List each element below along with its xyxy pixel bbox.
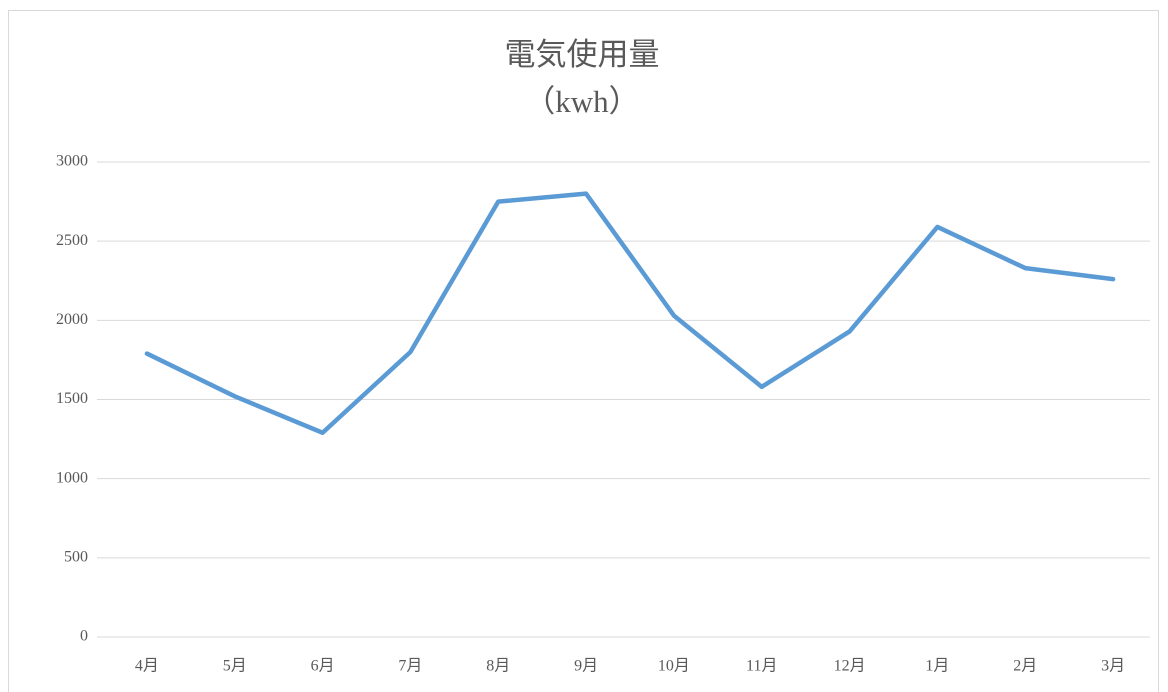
x-tick-label: 7月: [398, 658, 422, 675]
chart-subtitle: （kwh）: [524, 84, 639, 119]
x-tick-label: 9月: [574, 658, 598, 675]
y-tick-label: 0: [80, 628, 88, 645]
x-tick-label: 11月: [746, 658, 777, 675]
x-tick-label: 6月: [311, 658, 335, 675]
x-tick-label: 2月: [1013, 658, 1037, 675]
data-line: [144, 191, 1116, 435]
x-tick-label: 10月: [658, 658, 690, 675]
y-tick-label: 1500: [56, 390, 88, 407]
x-tick-label: 5月: [223, 658, 247, 675]
y-tick-label: 2000: [56, 311, 88, 328]
x-tick-label: 12月: [834, 658, 866, 675]
y-tick-label: 500: [64, 549, 88, 566]
x-tick-label: 4月: [135, 658, 159, 675]
x-tick-label: 8月: [486, 658, 510, 675]
chart-frame: [8, 10, 1159, 692]
y-tick-label: 1000: [56, 469, 88, 486]
x-tick-label: 1月: [925, 658, 949, 675]
x-tick-label: 3月: [1101, 658, 1125, 675]
y-tick-label: 3000: [56, 153, 88, 170]
y-tick-label: 2500: [56, 232, 88, 249]
chart-title: 電気使用量: [505, 37, 660, 72]
